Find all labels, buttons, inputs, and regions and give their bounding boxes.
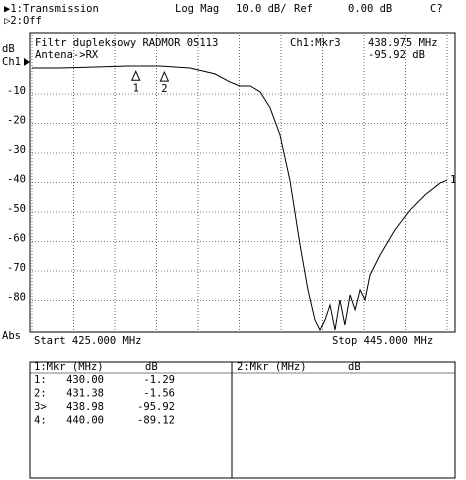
chart-title: Filtr dupleksowy RADMOR 0S113 [35, 37, 218, 49]
marker-id: 2: [34, 388, 47, 400]
table-unit: dB [145, 361, 158, 373]
marker-db: -95.92 [137, 401, 175, 413]
marker-label: 2 [161, 83, 167, 95]
y-tick-label: -60 [7, 233, 26, 245]
marker-db: -1.56 [143, 388, 175, 400]
marker-id: 4: [34, 415, 47, 427]
trace [32, 65, 448, 332]
table-title: 1:Mkr (MHz) [34, 361, 104, 373]
active-marker-freq: 438.975 MHz [368, 37, 438, 49]
ref-marker: Ch1 [2, 56, 21, 68]
stop-freq: Stop 445.000 MHz [332, 335, 433, 347]
y-format: Abs [2, 330, 21, 342]
ch2-status: ▷2:Off [4, 15, 42, 27]
y-tick-label: -20 [7, 115, 26, 127]
cal: C? [430, 3, 443, 15]
start-freq: Start 425.000 MHz [34, 335, 141, 347]
marker-triangle [130, 70, 141, 81]
active-marker-value: -95.92 dB [368, 49, 425, 61]
marker-label: 1 [133, 82, 139, 94]
scale: 10.0 dB/ [236, 3, 287, 15]
ref-label: Ref [294, 3, 313, 15]
trace-label: 1 [450, 174, 456, 186]
marker-freq: 430.00 [66, 374, 104, 386]
y-axis-label: dB [2, 43, 15, 55]
y-tick-label: -30 [7, 144, 26, 156]
chart-subtitle: Antena->RX [35, 49, 99, 61]
marker-db: -1.29 [143, 374, 175, 386]
marker-table [29, 361, 456, 479]
table-unit: dB [348, 361, 361, 373]
marker-freq: 438.98 [66, 401, 104, 413]
ref: 0.00 dB [348, 3, 392, 15]
marker-freq: 431.38 [66, 388, 104, 400]
marker-triangle [159, 70, 170, 82]
plot-frame [29, 32, 456, 333]
marker-id: 3> [34, 401, 47, 413]
ref-arrow [24, 58, 30, 66]
marker-freq: 440.00 [66, 415, 104, 427]
y-tick-label: -70 [7, 262, 26, 274]
y-tick-label: -50 [7, 203, 26, 215]
table-title: 2:Mkr (MHz) [237, 361, 307, 373]
active-marker: Ch1:Mkr3 [290, 37, 341, 49]
ch1-status: ▶1:Transmission [4, 3, 99, 15]
marker-id: 1: [34, 374, 47, 386]
format: Log Mag [175, 3, 219, 15]
marker-db: -89.12 [137, 415, 175, 427]
y-tick-label: -40 [7, 174, 26, 186]
y-tick-label: -10 [7, 85, 26, 97]
y-tick-label: -80 [7, 292, 26, 304]
